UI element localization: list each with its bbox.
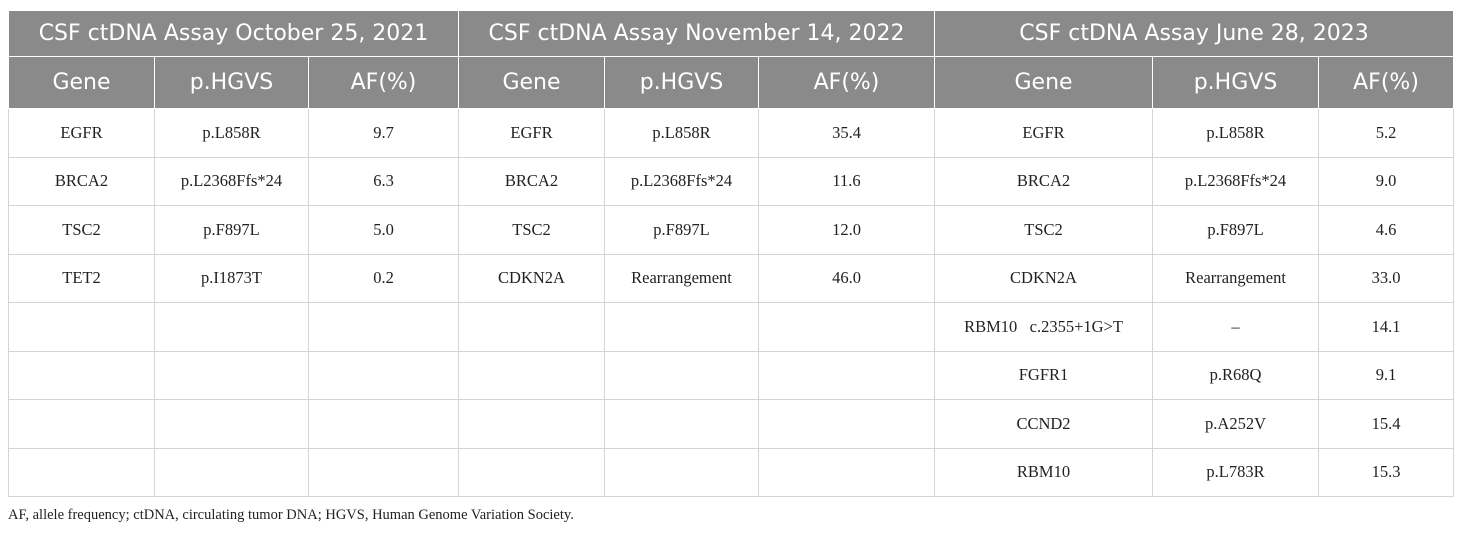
af-cell: 33.0 (1318, 253, 1455, 303)
table-row: TET2 p.I1873T 0.2 CDKN2A Rearrangement 4… (8, 253, 1455, 303)
hgvs-cell: p.R68Q (1152, 350, 1320, 400)
hgvs-cell (154, 447, 309, 497)
column-header-gene: Gene (458, 56, 605, 109)
column-header-hgvs: p.HGVS (604, 56, 759, 109)
af-cell: 14.1 (1318, 302, 1455, 352)
af-cell: 6.3 (308, 156, 459, 206)
af-cell: 9.7 (308, 108, 459, 158)
hgvs-cell: Rearrangement (604, 253, 759, 303)
hgvs-cell: p.L783R (1152, 447, 1320, 497)
gene-cell: TSC2 (458, 205, 605, 255)
gene-cell: CDKN2A (458, 253, 605, 303)
gene-cell: EGFR (934, 108, 1154, 158)
gene-cell (8, 399, 155, 449)
group-header-2022: CSF ctDNA Assay November 14, 2022 (457, 10, 936, 57)
af-cell: 15.3 (1318, 447, 1455, 497)
table-row: EGFR p.L858R 9.7 EGFR p.L858R 35.4 EGFR … (8, 108, 1455, 158)
assay-table: CSF ctDNA Assay October 25, 2021 CSF ctD… (8, 10, 1455, 497)
gene-cell: BRCA2 (8, 156, 155, 206)
gene-cell: TSC2 (934, 205, 1154, 255)
gene-cell (458, 399, 605, 449)
gene-cell (8, 447, 155, 497)
hgvs-cell (604, 302, 759, 352)
gene-cell: CCND2 (934, 399, 1154, 449)
af-cell: 12.0 (757, 205, 936, 255)
column-header-af: AF(%) (757, 56, 936, 109)
af-cell: 5.2 (1318, 108, 1455, 158)
af-cell: 4.6 (1318, 205, 1455, 255)
af-cell: 15.4 (1318, 399, 1455, 449)
af-cell: 9.1 (1318, 350, 1455, 400)
table-row: CCND2 p.A252V 15.4 (8, 399, 1455, 449)
gene-cell (458, 302, 605, 352)
column-header-row: Gene p.HGVS AF(%) Gene p.HGVS AF(%) Gene… (8, 56, 1455, 109)
gene-cell (458, 350, 605, 400)
af-cell (308, 447, 459, 497)
hgvs-cell: p.L858R (604, 108, 759, 158)
af-cell: 11.6 (757, 156, 936, 206)
hgvs-cell (604, 399, 759, 449)
table-row: RBM10 p.L783R 15.3 (8, 447, 1455, 497)
gene-cell: BRCA2 (458, 156, 605, 206)
table-footnote: AF, allele frequency; ctDNA, circulating… (8, 507, 574, 523)
table-row: BRCA2 p.L2368Ffs*24 6.3 BRCA2 p.L2368Ffs… (8, 156, 1455, 206)
af-cell: 46.0 (757, 253, 936, 303)
group-header-2021: CSF ctDNA Assay October 25, 2021 (8, 10, 459, 57)
af-cell (757, 302, 936, 352)
af-cell: 0.2 (308, 253, 459, 303)
group-header-2023: CSF ctDNA Assay June 28, 2023 (934, 10, 1455, 57)
af-cell (308, 350, 459, 400)
hgvs-cell: p.L2368Ffs*24 (604, 156, 759, 206)
column-header-af: AF(%) (1318, 56, 1455, 109)
table-row: TSC2 p.F897L 5.0 TSC2 p.F897L 12.0 TSC2 … (8, 205, 1455, 255)
gene-cell: FGFR1 (934, 350, 1154, 400)
hgvs-cell: p.I1873T (154, 253, 309, 303)
table-row: FGFR1 p.R68Q 9.1 (8, 350, 1455, 400)
hgvs-cell (154, 350, 309, 400)
hgvs-cell: p.L858R (1152, 108, 1320, 158)
gene-cell: RBM10 c.2355+1G>T (934, 302, 1154, 352)
hgvs-cell: p.L858R (154, 108, 309, 158)
table-row: RBM10 c.2355+1G>T – 14.1 (8, 302, 1455, 352)
gene-cell: RBM10 (934, 447, 1154, 497)
af-cell (757, 399, 936, 449)
gene-cell (8, 302, 155, 352)
af-cell: 35.4 (757, 108, 936, 158)
af-cell (308, 399, 459, 449)
hgvs-cell: p.F897L (604, 205, 759, 255)
af-cell (757, 350, 936, 400)
gene-cell (458, 447, 605, 497)
hgvs-cell: – (1152, 302, 1320, 352)
column-header-gene: Gene (8, 56, 155, 109)
gene-cell (8, 350, 155, 400)
column-header-hgvs: p.HGVS (1152, 56, 1320, 109)
af-cell (757, 447, 936, 497)
gene-cell: TET2 (8, 253, 155, 303)
gene-cell: BRCA2 (934, 156, 1154, 206)
gene-cell: EGFR (458, 108, 605, 158)
hgvs-cell: p.L2368Ffs*24 (154, 156, 309, 206)
af-cell: 9.0 (1318, 156, 1455, 206)
af-cell: 5.0 (308, 205, 459, 255)
hgvs-cell: p.F897L (154, 205, 309, 255)
gene-cell: CDKN2A (934, 253, 1154, 303)
hgvs-cell (154, 302, 309, 352)
gene-cell: TSC2 (8, 205, 155, 255)
hgvs-cell: Rearrangement (1152, 253, 1320, 303)
hgvs-cell (154, 399, 309, 449)
af-cell (308, 302, 459, 352)
column-header-gene: Gene (934, 56, 1154, 109)
hgvs-cell: p.L2368Ffs*24 (1152, 156, 1320, 206)
hgvs-cell (604, 447, 759, 497)
hgvs-cell: p.F897L (1152, 205, 1320, 255)
column-header-hgvs: p.HGVS (154, 56, 309, 109)
gene-cell: EGFR (8, 108, 155, 158)
hgvs-cell (604, 350, 759, 400)
column-header-af: AF(%) (308, 56, 459, 109)
group-header-row: CSF ctDNA Assay October 25, 2021 CSF ctD… (8, 10, 1455, 57)
hgvs-cell: p.A252V (1152, 399, 1320, 449)
